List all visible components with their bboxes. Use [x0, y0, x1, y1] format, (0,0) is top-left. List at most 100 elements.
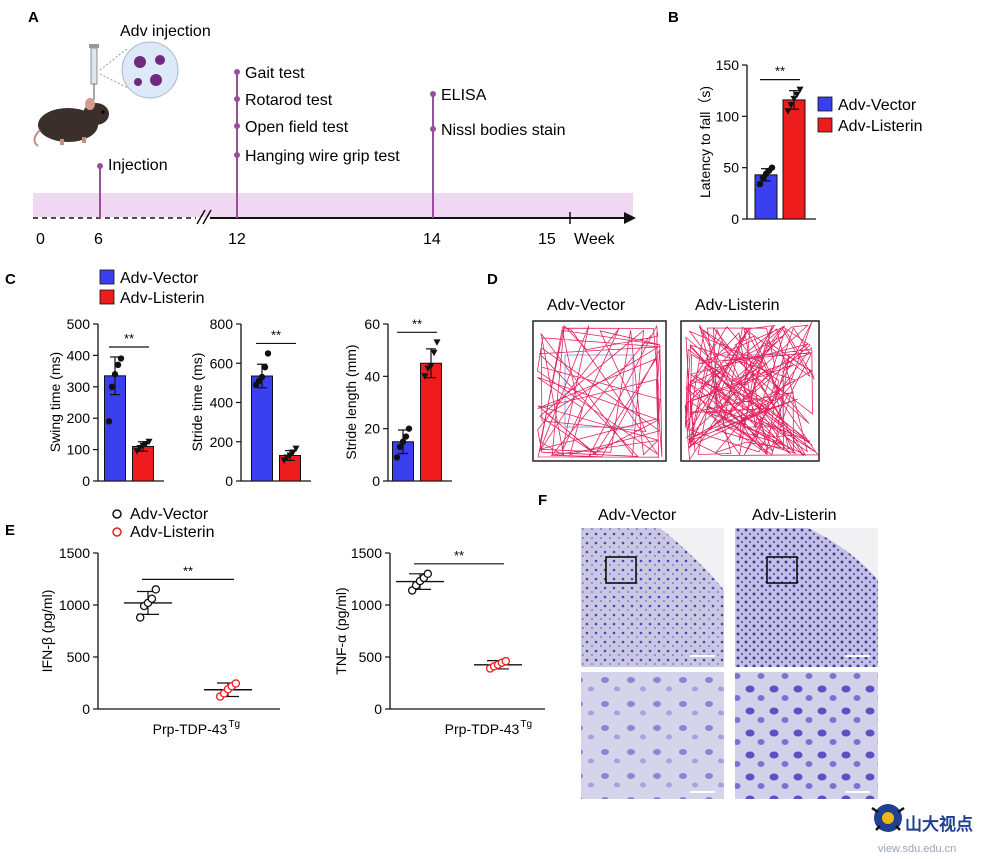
watermark: 山大视点 view.sdu.edu.cn	[871, 804, 973, 855]
y-tick-label: 50	[723, 160, 739, 176]
legend-marker-listerin	[112, 527, 122, 537]
significance-stars: **	[124, 331, 134, 346]
x-axis-label: Prp-TDP-43	[445, 721, 520, 737]
nissl-title-vector: Adv-Vector	[598, 507, 677, 524]
week-tick-label: 15	[538, 231, 556, 248]
nissl-section-vector	[581, 528, 724, 667]
chart-tnf-alpha: 0 500 1000 1500 TNF-α (pg/ml) ** Prp-TDP-43 Tg	[333, 545, 545, 737]
y-tick-label: 600	[210, 355, 234, 371]
significance-stars: **	[412, 316, 422, 331]
data-point	[784, 108, 792, 115]
legend-label-vector: Adv-Vector	[120, 270, 199, 287]
bar	[782, 99, 806, 220]
legend-label-vector: Adv-Vector	[130, 506, 209, 523]
significance-stars: **	[454, 548, 464, 563]
data-point	[261, 363, 269, 371]
data-point	[135, 613, 145, 622]
open-field-title-vector: Adv-Vector	[547, 297, 626, 314]
y-tick-label: 1000	[59, 597, 90, 613]
data-point	[427, 362, 435, 370]
legend-c: Adv-Vector Adv-Listerin	[99, 269, 204, 307]
injection-title: Adv injection	[120, 23, 211, 40]
data-point	[501, 656, 511, 666]
y-tick-label: 300	[67, 379, 91, 395]
nissl-zoom-listerin	[735, 672, 878, 799]
legend-swatch-listerin	[817, 117, 833, 133]
event-injection: Injection	[97, 157, 168, 218]
y-tick-label: 500	[67, 316, 91, 332]
y-tick-label: 1500	[59, 545, 90, 561]
week-tick-label: 0	[36, 231, 45, 248]
data-point	[117, 355, 125, 362]
open-field-arena-listerin	[680, 320, 820, 462]
y-tick-label: 200	[210, 434, 234, 450]
nissl-title-listerin: Adv-Listerin	[752, 507, 836, 524]
y-tick-label: 0	[372, 473, 380, 489]
data-point	[264, 350, 272, 357]
y-tick-label: 0	[82, 473, 90, 489]
data-point	[423, 569, 433, 579]
legend-label-listerin: Adv-Listerin	[120, 290, 204, 307]
y-tick-label: 200	[67, 410, 91, 426]
watermark-text: 山大视点	[905, 814, 973, 834]
data-point	[147, 594, 157, 604]
y-tick-label: 60	[364, 316, 380, 332]
virus-bubble-icon	[99, 41, 179, 99]
event-label: ELISA	[441, 87, 487, 104]
data-point	[280, 457, 288, 464]
y-axis-label: IFN-β (pg/ml)	[39, 590, 55, 673]
watermark-url: view.sdu.edu.cn	[878, 843, 956, 855]
data-point	[258, 373, 266, 381]
y-tick-label: 150	[716, 57, 740, 73]
data-point	[793, 91, 801, 99]
data-point	[405, 425, 413, 432]
panel-label-b: B	[668, 9, 679, 26]
panel-label-e: E	[5, 522, 15, 539]
data-point	[796, 86, 804, 94]
panel-label-d: D	[487, 271, 498, 288]
syringe-icon	[89, 44, 99, 100]
data-point	[114, 361, 122, 369]
y-axis-label: Stride time (ms)	[189, 353, 205, 452]
data-point	[292, 445, 300, 453]
bar	[420, 362, 442, 482]
data-point	[105, 418, 113, 425]
y-tick-label: 0	[225, 473, 233, 489]
data-point	[433, 339, 441, 346]
axis-break-mark	[202, 209, 212, 225]
y-tick-label: 100	[716, 108, 740, 124]
data-point	[768, 164, 776, 171]
data-point	[133, 448, 141, 455]
legend-swatch-listerin	[99, 289, 115, 305]
significance-stars: **	[775, 64, 785, 79]
week-tick-label: 12	[228, 231, 246, 248]
y-axis-label: Stride length (mm)	[343, 344, 359, 459]
event-label: Hanging wire grip test	[245, 148, 400, 165]
data-point	[396, 443, 404, 451]
y-tick-label: 40	[364, 368, 380, 384]
legend-label-listerin: Adv-Listerin	[130, 524, 214, 541]
track-vector	[536, 324, 663, 458]
data-point	[399, 438, 407, 445]
data-point	[424, 365, 432, 372]
panel-a: A Adv injection	[28, 9, 636, 248]
chart-stride-time: 0 200 400 600 800 Stride time (ms) **	[189, 316, 311, 489]
bar	[251, 375, 273, 482]
zoom-region-box	[766, 556, 798, 584]
sdu-logo-icon	[871, 804, 905, 832]
event-week-14: ELISA Nissl bodies stain	[430, 87, 566, 218]
track-listerin	[684, 321, 819, 461]
week-tick-label: 14	[423, 231, 441, 248]
event-label: Gait test	[245, 65, 305, 82]
event-label: Open field test	[245, 119, 349, 136]
y-axis-label: Swing time (ms)	[47, 352, 63, 452]
axis-break-mark	[196, 209, 206, 225]
timeline-arrowhead	[624, 212, 636, 224]
data-point	[111, 371, 119, 378]
timeline-band	[33, 193, 633, 217]
y-tick-label: 500	[359, 649, 383, 665]
data-point	[393, 454, 401, 461]
x-axis-label-superscript: Tg	[520, 719, 532, 730]
legend-label-vector: Adv-Vector	[838, 97, 917, 114]
